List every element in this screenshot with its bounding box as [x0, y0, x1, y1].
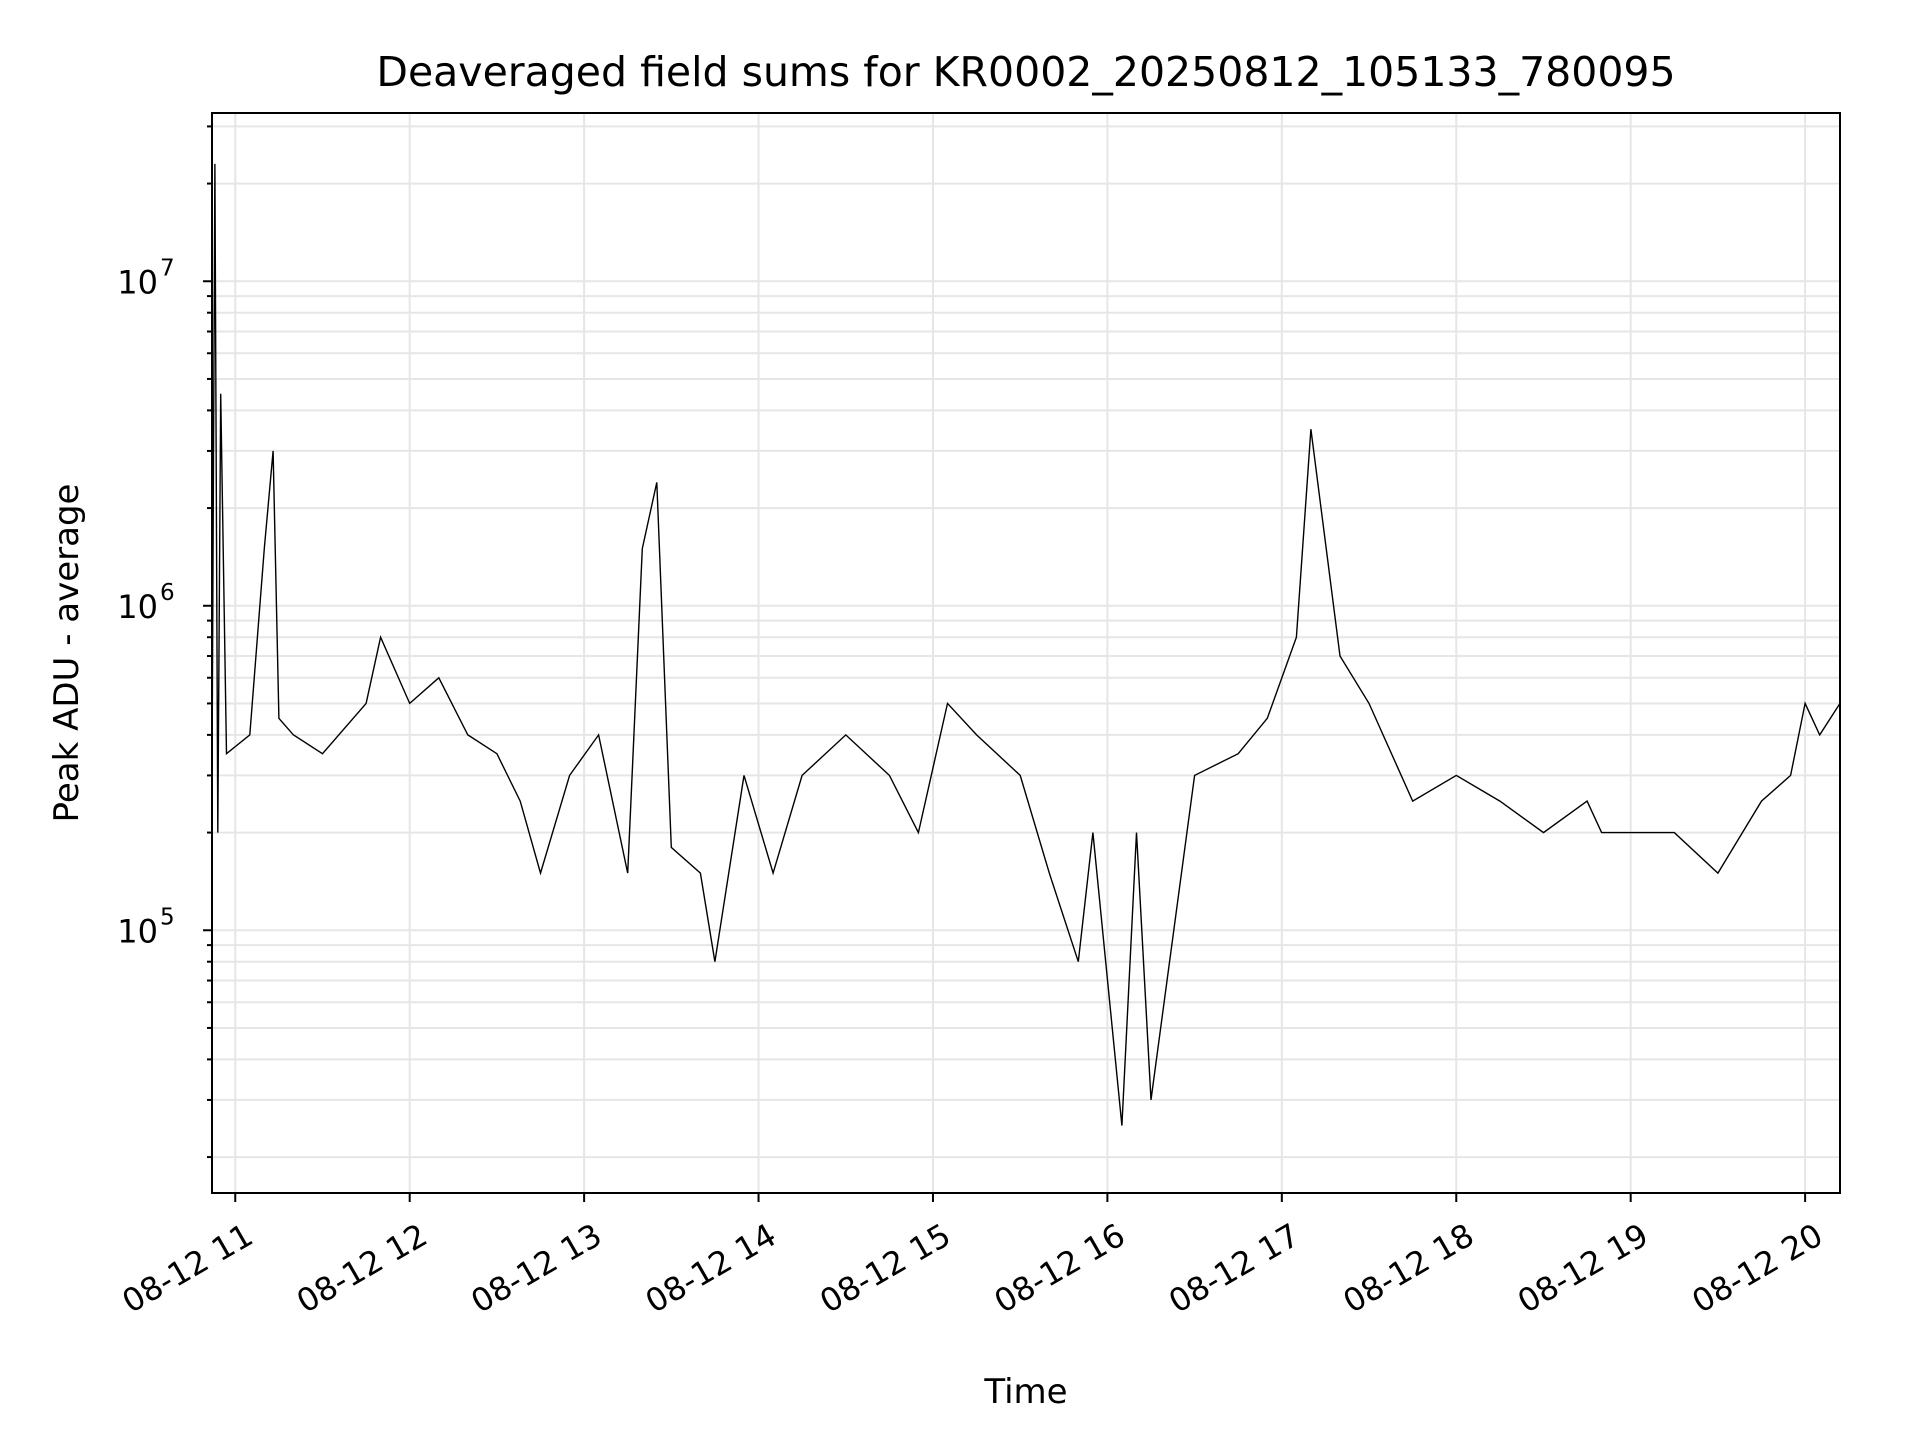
y-tick-label-exponent: 6 [160, 580, 175, 606]
grid [212, 113, 1840, 1193]
x-axis-label: Time [983, 1372, 1067, 1412]
y-tick-label: 10 [117, 588, 158, 626]
chart-title: Deaveraged field sums for KR0002_2025081… [376, 48, 1675, 96]
y-tick-label: 10 [117, 263, 158, 301]
y-tick-label-exponent: 5 [160, 904, 175, 930]
plot-frame [211, 112, 1841, 1194]
y-axis-label: Peak ADU - average [47, 484, 87, 823]
series-layer [211, 163, 1841, 1126]
y-tick-label: 10 [117, 912, 158, 950]
y-tick-label-exponent: 7 [160, 255, 175, 281]
series-line [211, 163, 1841, 1126]
